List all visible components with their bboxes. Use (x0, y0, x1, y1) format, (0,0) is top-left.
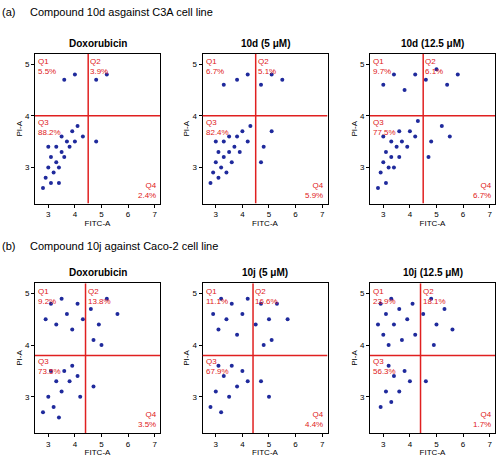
svg-text:7: 7 (487, 440, 492, 449)
svg-text:Q43.5%: Q43.5% (138, 410, 157, 429)
svg-text:6: 6 (126, 440, 131, 449)
svg-text:4: 4 (360, 112, 365, 121)
svg-text:5: 5 (99, 210, 104, 219)
svg-text:Q373.5%: Q373.5% (38, 357, 61, 376)
svg-text:4: 4 (25, 112, 30, 121)
svg-text:10j (12.5 μM): 10j (12.5 μM) (403, 267, 463, 278)
svg-text:5: 5 (192, 289, 197, 298)
svg-text:3: 3 (192, 393, 197, 402)
svg-text:4: 4 (408, 440, 413, 449)
svg-text:(a): (a) (2, 6, 15, 18)
svg-text:4: 4 (192, 341, 197, 350)
svg-text:5: 5 (267, 210, 272, 219)
svg-text:7: 7 (487, 210, 492, 219)
svg-text:Q25.1%: Q25.1% (258, 57, 276, 76)
svg-text:FITC-A: FITC-A (420, 219, 446, 228)
svg-text:Doxorubicin: Doxorubicin (69, 267, 127, 278)
svg-text:7: 7 (152, 440, 157, 449)
svg-text:5: 5 (192, 60, 197, 69)
svg-text:7: 7 (320, 210, 325, 219)
svg-text:4: 4 (240, 440, 245, 449)
svg-text:Doxorubicin: Doxorubicin (69, 38, 127, 49)
svg-text:10d (5 μM): 10d (5 μM) (241, 38, 290, 49)
svg-text:4: 4 (360, 341, 365, 350)
svg-text:(b): (b) (2, 240, 15, 252)
svg-text:3: 3 (214, 440, 219, 449)
svg-text:Q356.3%: Q356.3% (373, 357, 396, 376)
svg-text:3: 3 (46, 210, 51, 219)
svg-text:FITC-A: FITC-A (420, 449, 446, 458)
svg-text:Q16.7%: Q16.7% (206, 57, 224, 76)
svg-text:Q216.6%: Q216.6% (255, 287, 278, 306)
svg-text:3: 3 (46, 440, 51, 449)
svg-text:4: 4 (240, 210, 245, 219)
svg-text:3: 3 (25, 163, 30, 172)
svg-text:PI-A: PI-A (350, 350, 359, 366)
svg-text:Q15.5%: Q15.5% (38, 57, 56, 76)
svg-text:5: 5 (360, 289, 365, 298)
svg-text:5: 5 (99, 440, 104, 449)
svg-text:Compound 10d asgainst C3A cell: Compound 10d asgainst C3A cell line (30, 6, 213, 18)
svg-text:10j (5 μM): 10j (5 μM) (242, 267, 288, 278)
svg-text:3: 3 (360, 393, 365, 402)
svg-text:Q45.9%: Q45.9% (305, 181, 324, 200)
svg-text:Q19.2%: Q19.2% (38, 287, 56, 306)
svg-text:6: 6 (126, 210, 131, 219)
svg-text:3: 3 (214, 210, 219, 219)
svg-text:FITC-A: FITC-A (85, 219, 111, 228)
svg-text:7: 7 (152, 210, 157, 219)
svg-text:3: 3 (381, 440, 386, 449)
svg-text:4: 4 (192, 112, 197, 121)
svg-text:FITC-A: FITC-A (85, 449, 111, 458)
svg-text:PI-A: PI-A (182, 120, 191, 136)
svg-text:6: 6 (461, 440, 466, 449)
svg-text:FITC-A: FITC-A (252, 219, 278, 228)
svg-text:Q213.8%: Q213.8% (88, 287, 111, 306)
svg-text:4: 4 (73, 440, 78, 449)
svg-text:Q377.5%: Q377.5% (373, 118, 396, 137)
svg-text:Q19.7%: Q19.7% (373, 57, 391, 76)
svg-text:Q26.1%: Q26.1% (425, 57, 443, 76)
svg-text:6: 6 (293, 440, 298, 449)
svg-text:10d (12.5 μM): 10d (12.5 μM) (401, 38, 464, 49)
svg-text:4: 4 (73, 210, 78, 219)
svg-text:5: 5 (267, 440, 272, 449)
svg-text:Q123.9%: Q123.9% (373, 287, 396, 306)
svg-text:Q367.9%: Q367.9% (206, 357, 229, 376)
svg-text:Q23.9%: Q23.9% (90, 57, 108, 76)
svg-text:Q44.4%: Q44.4% (305, 410, 324, 429)
svg-text:5: 5 (434, 440, 439, 449)
svg-text:Q46.7%: Q46.7% (473, 181, 492, 200)
svg-text:5: 5 (25, 289, 30, 298)
svg-text:3: 3 (360, 163, 365, 172)
svg-text:PI-A: PI-A (350, 120, 359, 136)
svg-text:5: 5 (25, 60, 30, 69)
svg-text:5: 5 (360, 60, 365, 69)
svg-text:PI-A: PI-A (182, 350, 191, 366)
svg-text:PI-A: PI-A (15, 120, 24, 136)
svg-text:3: 3 (192, 163, 197, 172)
svg-text:Q41.7%: Q41.7% (473, 410, 492, 429)
svg-text:FITC-A: FITC-A (252, 449, 278, 458)
svg-text:Q111.1%: Q111.1% (206, 287, 228, 306)
svg-text:4: 4 (408, 210, 413, 219)
svg-text:Q42.4%: Q42.4% (138, 181, 157, 200)
svg-text:3: 3 (381, 210, 386, 219)
svg-text:Q388.2%: Q388.2% (38, 118, 61, 137)
svg-text:3: 3 (25, 393, 30, 402)
svg-text:6: 6 (293, 210, 298, 219)
svg-text:6: 6 (461, 210, 466, 219)
svg-text:Compound 10j against Caco-2 ce: Compound 10j against Caco-2 cell line (30, 240, 218, 252)
svg-text:5: 5 (434, 210, 439, 219)
svg-text:PI-A: PI-A (15, 350, 24, 366)
svg-text:7: 7 (320, 440, 325, 449)
svg-text:Q218.1%: Q218.1% (423, 287, 446, 306)
svg-text:Q382.4%: Q382.4% (206, 118, 229, 137)
svg-text:4: 4 (25, 341, 30, 350)
